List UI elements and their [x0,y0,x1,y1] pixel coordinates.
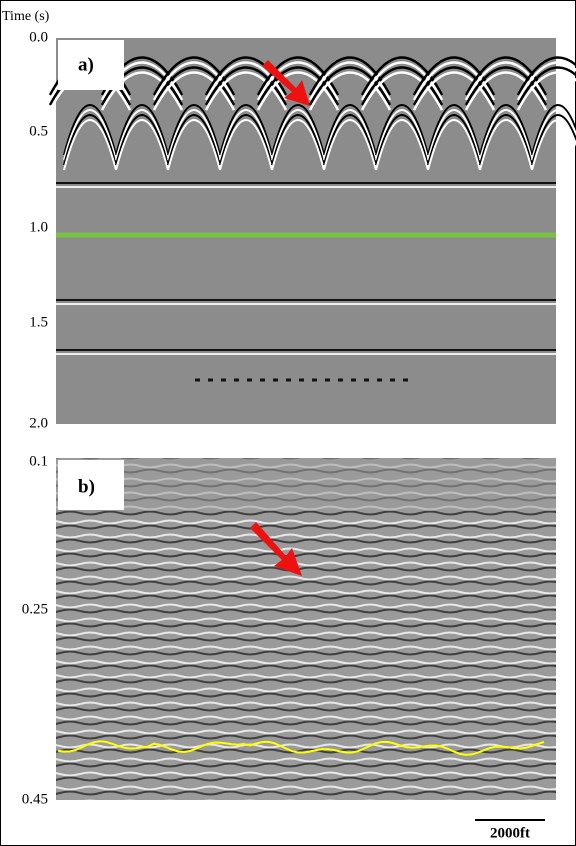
label-box [58,40,124,90]
hyperbola [323,109,377,161]
seismic-image [56,458,556,800]
hyperbola [256,71,340,111]
hyperbola [516,66,576,106]
hyperbola [308,71,392,111]
hyperbola [308,66,392,106]
hyperbola [63,114,117,166]
tick-label: 0.1 [29,453,48,469]
hyperbola [464,56,548,96]
hyperbola [167,114,221,166]
hyperbola [531,114,576,166]
hyperbola [271,114,325,166]
hyperbola [323,119,377,171]
tick-label: 0.5 [29,123,48,139]
hyperbola [63,119,117,171]
tick-label: 0.0 [29,29,48,45]
hyperbola [152,71,236,111]
hyperbola [479,104,533,156]
hyperbola [360,56,444,96]
hyperbola [204,61,288,101]
hyperbola [63,104,117,156]
axis-label: Time (s) [2,9,50,24]
label-box [58,460,124,510]
hyperbola [412,66,496,106]
hyperbola [516,61,576,101]
hyperbola [100,66,184,106]
shade [56,458,556,510]
hyperbola [323,114,377,166]
tick-label: 1.0 [29,219,48,235]
hyperbola [427,109,481,161]
hyperbola [360,66,444,106]
hyperbola [152,66,236,106]
hyperbola [204,71,288,111]
hyperbola [360,61,444,101]
hyperbola [63,109,117,161]
hyperbola [256,66,340,106]
tick-label: 0.25 [22,601,48,617]
hyperbola [479,119,533,171]
hyperbola [256,61,340,101]
hyperbola [256,56,340,96]
hyperbola [167,119,221,171]
hyperbola [360,71,444,111]
hyperbola [479,109,533,161]
hyperbola [375,109,429,161]
hyperbola [152,56,236,96]
hyperbola [115,104,169,156]
hyperbola [464,71,548,111]
hyperbola [271,104,325,156]
arrow [250,522,302,576]
hyperbola [516,71,576,111]
hyperbola [271,109,325,161]
tick-label: 1.5 [29,314,48,330]
hyperbola [427,104,481,156]
panel-b: b) 0.1 0.25 0.45 [22,453,556,807]
hyperbola [427,114,481,166]
hyperbola [219,104,273,156]
scale-bar-label: 2000ft [490,825,530,841]
panel-label: a) [78,54,94,75]
hyperbola [412,56,496,96]
hyperbola [152,61,236,101]
hyperbola [464,66,548,106]
hyperbola [167,104,221,156]
hyperbola [219,114,273,166]
hyperbola [167,109,221,161]
panel-a: a) 0.0 0.5 1.0 1.5 2.0 [29,29,576,431]
hyperbola [115,114,169,166]
hyperbola [531,119,576,171]
hyperbola [323,104,377,156]
hyperbola [204,56,288,96]
hyperbola [464,61,548,101]
hyperbola [531,109,576,161]
hyperbola [219,109,273,161]
hyperbola [271,119,325,171]
hyperbola [412,61,496,101]
hyperbola [308,61,392,101]
panel-label: b) [78,476,95,497]
hyperbola [100,71,184,111]
hyperbola [308,56,392,96]
hyperbola [375,119,429,171]
hyperbola [219,119,273,171]
hyperbola [375,104,429,156]
hyperbola [427,119,481,171]
hyperbola [516,56,576,96]
tick-label: 2.0 [29,415,48,431]
arrow [262,60,310,106]
hyperbola [375,114,429,166]
hyperbola [204,66,288,106]
hyperbola [479,114,533,166]
hyperbola [115,119,169,171]
hyperbola [412,71,496,111]
hyperbola [115,109,169,161]
tick-label: 0.45 [22,791,48,807]
horizon [57,740,545,756]
hyperbola [531,104,576,156]
